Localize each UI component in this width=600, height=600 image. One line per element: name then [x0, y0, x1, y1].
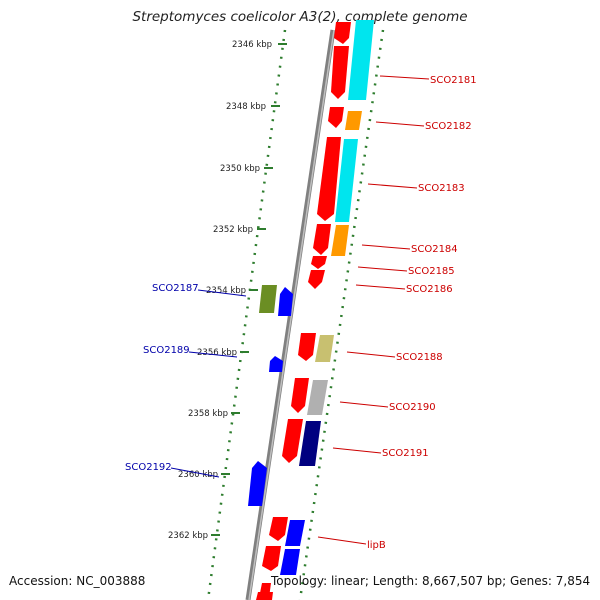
gene-label[interactable]: SCO2189: [143, 345, 190, 356]
gene-block[interactable]: [256, 592, 273, 600]
forward-tick-track: [298, 29, 385, 600]
scale-label: 2356 kbp: [197, 348, 237, 358]
gene-label[interactable]: SCO2186: [406, 284, 453, 295]
gene-block[interactable]: [334, 22, 351, 44]
gene-block-SCO2189[interactable]: [269, 356, 283, 372]
gene-block[interactable]: [291, 378, 309, 413]
gene-block-SCO2187[interactable]: [259, 285, 277, 313]
map-title: Streptomyces coelicolor A3(2), complete …: [132, 9, 468, 25]
gene-label[interactable]: SCO2182: [425, 121, 472, 132]
gene-block[interactable]: [311, 256, 327, 269]
gene-label[interactable]: SCO2184: [411, 244, 458, 255]
gene-label[interactable]: SCO2183: [418, 183, 465, 194]
gene-block[interactable]: [269, 517, 288, 541]
gene-label[interactable]: SCO2188: [396, 352, 443, 363]
scale-label: 2348 kbp: [226, 102, 266, 112]
gene-block[interactable]: [278, 287, 293, 316]
gene-block-SCO2188[interactable]: [315, 335, 334, 362]
gene-block[interactable]: [308, 270, 325, 289]
gene-label[interactable]: SCO2185: [408, 266, 455, 277]
gene-label[interactable]: SCO2192: [125, 462, 172, 473]
scale-label: 2346 kbp: [232, 40, 272, 50]
scale-label: 2352 kbp: [213, 225, 253, 235]
accession-text: Accession: NC_003888: [9, 574, 146, 588]
genome-summary-text: Topology: linear; Length: 8,667,507 bp; …: [271, 574, 591, 588]
gene-block-SCO2192[interactable]: [248, 461, 267, 506]
gene-block-SCO2182[interactable]: [345, 111, 362, 130]
gene-block[interactable]: [317, 137, 341, 221]
gene-label[interactable]: lipB: [367, 540, 386, 551]
gene-block-SCO2181[interactable]: [348, 20, 374, 100]
gene-block[interactable]: [282, 419, 303, 463]
gene-label[interactable]: SCO2190: [389, 402, 436, 413]
gene-block[interactable]: [280, 549, 300, 575]
gene-block-SCO2190[interactable]: [307, 380, 328, 415]
gene-block[interactable]: [262, 546, 281, 571]
reverse-tick-track: [206, 29, 287, 600]
scale-label: 2362 kbp: [168, 531, 208, 541]
genome-backbone-highlight: [248, 29, 335, 600]
gene-label[interactable]: SCO2191: [382, 448, 429, 459]
scale-label: 2358 kbp: [188, 409, 228, 419]
gene-block[interactable]: [313, 224, 331, 255]
gene-label[interactable]: SCO2187: [152, 283, 199, 294]
scale-label: 2360 kbp: [178, 470, 218, 480]
gene-block-lipB[interactable]: [285, 520, 305, 546]
gene-label[interactable]: SCO2181: [430, 75, 477, 86]
gene-block[interactable]: [328, 107, 344, 128]
gene-block[interactable]: [331, 46, 349, 99]
gene-block-SCO2191[interactable]: [299, 421, 321, 466]
gene-block-SCO2183[interactable]: [335, 139, 358, 222]
gene-block[interactable]: [298, 333, 316, 361]
scale-label: 2350 kbp: [220, 164, 260, 174]
scale-label: 2354 kbp: [206, 286, 246, 296]
gene-block-SCO2184[interactable]: [331, 225, 349, 256]
